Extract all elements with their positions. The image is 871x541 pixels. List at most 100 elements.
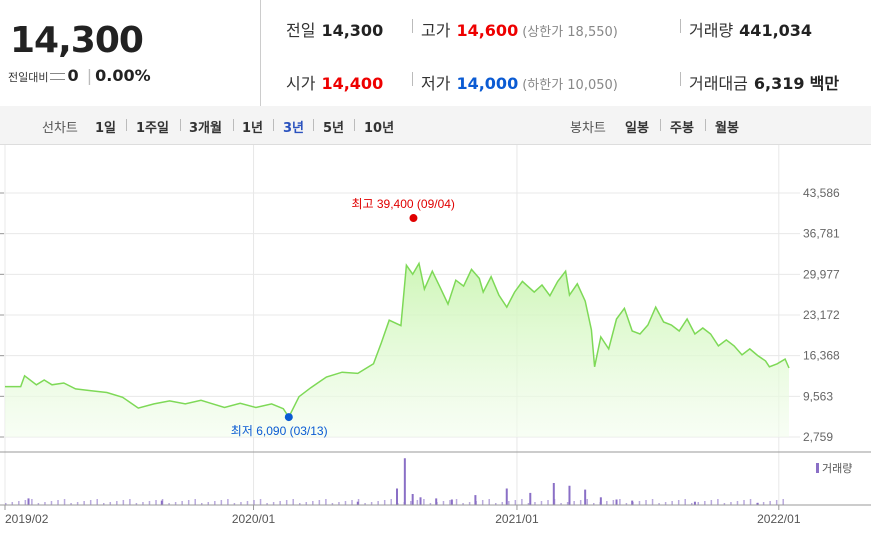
volume-bar xyxy=(677,500,680,505)
volume-bar xyxy=(645,500,647,505)
volume-legend-swatch xyxy=(816,463,819,473)
y-tick-label: 43,586 xyxy=(803,186,840,200)
current-price: 14,300 xyxy=(10,20,144,61)
volume-bar xyxy=(547,500,549,505)
volume-bar xyxy=(148,501,151,505)
range-10y[interactable]: 10년 xyxy=(364,121,395,136)
diff-percent: 0.00% xyxy=(95,66,151,85)
volume-bar xyxy=(24,500,27,505)
volume-bar xyxy=(18,501,20,505)
divider xyxy=(680,19,681,33)
volume-bar xyxy=(615,499,618,505)
candle-weekly[interactable]: 주봉 xyxy=(670,121,694,136)
volume-bar xyxy=(383,500,386,505)
candle-daily[interactable]: 일봉 xyxy=(625,121,649,136)
volume-bar xyxy=(11,502,14,505)
volume-bar xyxy=(266,503,268,505)
max-label: 최고 39,400 (09/04) xyxy=(351,197,454,211)
volume-bar xyxy=(584,489,587,505)
low: 저가 14,000 (하한가 10,050) xyxy=(421,70,618,94)
x-tick-label: 2022/01 xyxy=(757,512,801,526)
price-chart: 43,586 36,781 29,977 23,172 16,368 9,563 2,759… xyxy=(0,145,871,526)
range-1y[interactable]: 1년 xyxy=(242,121,264,136)
upper-limit: (상한가 18,550) xyxy=(522,25,618,40)
amount-unit: 백만 xyxy=(809,74,840,93)
candle-monthly[interactable]: 월봉 xyxy=(715,121,739,136)
volume-bar xyxy=(501,502,504,505)
volume-bar xyxy=(782,499,784,505)
prev-close-value: 14,300 xyxy=(321,21,384,40)
volume-bar xyxy=(508,501,510,505)
volume-bar xyxy=(220,500,223,505)
high-value: 14,600 xyxy=(456,21,519,40)
low-label: 저가 xyxy=(421,74,451,93)
divider xyxy=(412,72,413,86)
volume-bar xyxy=(31,499,33,505)
volume-bar xyxy=(246,501,249,505)
volume-bar xyxy=(194,499,196,505)
volume-bar xyxy=(403,502,406,505)
trade-amount: 거래대금 6,319 백만 xyxy=(689,70,839,94)
volume-bar xyxy=(697,502,700,505)
volume-bar xyxy=(436,502,438,505)
lower-limit: (하한가 10,050) xyxy=(522,78,618,93)
volume-bar xyxy=(357,499,360,505)
divider xyxy=(705,119,706,131)
volume-bar xyxy=(573,501,575,505)
volume-bar xyxy=(292,499,294,505)
volume-bar xyxy=(370,502,373,505)
volume-bar xyxy=(207,502,210,505)
amount-value: 6,319 xyxy=(753,74,805,93)
volume-bar xyxy=(717,499,719,505)
volume-value: 441,034 xyxy=(739,21,813,40)
volume-bar xyxy=(529,492,532,505)
volume-bar xyxy=(299,503,301,505)
volume-bar xyxy=(684,499,686,505)
volume-bar xyxy=(638,501,641,505)
volume-bar xyxy=(521,499,523,505)
diff-label: 전일대비 xyxy=(8,71,49,84)
volume-bar xyxy=(552,483,555,505)
prev-close-label: 전일 xyxy=(286,21,316,40)
volume-bar xyxy=(161,499,164,505)
volume-bar xyxy=(285,500,288,505)
volume-bar xyxy=(450,499,453,505)
amount-label: 거래대금 xyxy=(689,74,748,93)
volume-bar xyxy=(240,502,242,505)
volume-bar xyxy=(749,499,752,505)
volume-bar xyxy=(619,499,621,505)
range-3y[interactable]: 3년 xyxy=(283,121,305,136)
volume-bar xyxy=(488,499,490,505)
volume-bar xyxy=(27,498,30,505)
volume-bar xyxy=(566,502,569,505)
volume-bar xyxy=(174,502,177,505)
divider xyxy=(354,119,355,131)
volume-bar xyxy=(364,503,366,505)
y-tick-label: 36,781 xyxy=(803,227,840,241)
volume-bar xyxy=(481,500,484,505)
price-line xyxy=(5,261,790,419)
volume-bar xyxy=(579,500,582,505)
volume-bar xyxy=(344,501,347,505)
volume-bar xyxy=(5,503,7,505)
y-tick-label: 2,759 xyxy=(803,430,833,444)
volume-bar xyxy=(419,497,422,505)
volume-bar xyxy=(338,502,340,505)
volume-bar xyxy=(756,503,758,505)
volume-bar xyxy=(50,501,53,505)
flat-icon xyxy=(50,73,66,80)
divider xyxy=(180,119,181,131)
volume-bar xyxy=(305,502,308,505)
diff-value: 0 xyxy=(67,66,79,85)
volume-bar xyxy=(214,501,216,505)
volume-bar xyxy=(599,497,602,505)
range-3m[interactable]: 3개월 xyxy=(189,121,222,136)
volume-bar xyxy=(253,500,255,505)
volume-bar xyxy=(514,500,517,505)
range-5y[interactable]: 5년 xyxy=(323,121,345,136)
volume-bar xyxy=(671,501,673,505)
range-1w[interactable]: 1주일 xyxy=(136,121,169,136)
range-1d[interactable]: 1일 xyxy=(95,121,117,136)
y-tick-label: 23,172 xyxy=(803,308,840,322)
price-area xyxy=(5,263,789,437)
